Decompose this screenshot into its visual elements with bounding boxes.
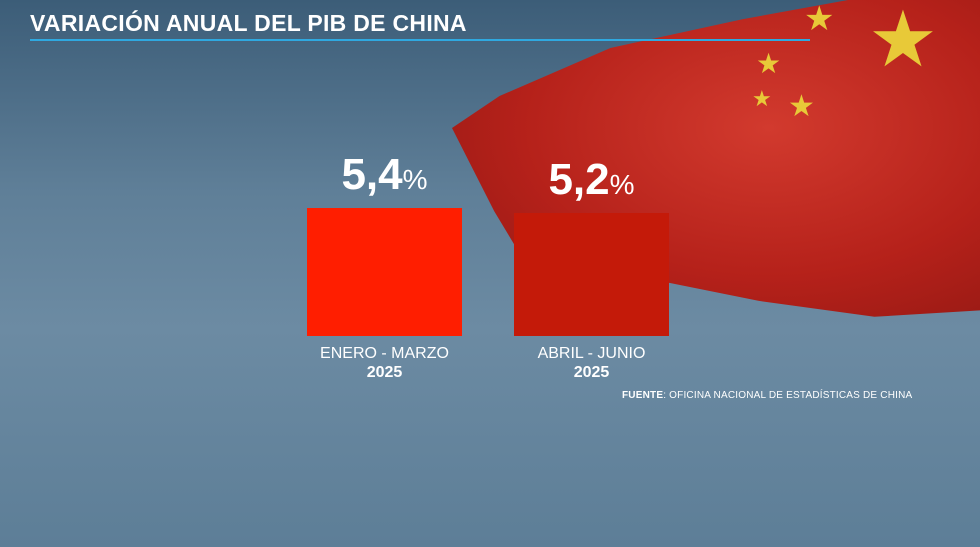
category-year: 2025	[366, 364, 403, 381]
value-number: 5,4	[341, 150, 403, 199]
flag-large-star-icon: ★	[868, 0, 938, 83]
value-unit: %	[609, 168, 635, 200]
bar-q1	[307, 208, 462, 336]
category-label: ENERO - MARZO 2025	[295, 344, 475, 382]
category-name: ABRIL - JUNIO	[537, 345, 646, 362]
bar-value-label: 5,4%	[295, 150, 475, 200]
source-note: FUENTE: OFICINA NACIONAL DE ESTADÍSTICAS…	[622, 390, 912, 401]
bar-value-label: 5,2%	[502, 155, 682, 205]
source-label: FUENTE	[622, 390, 664, 401]
flag-small-star-icon: ★	[752, 86, 772, 111]
category-name: ENERO - MARZO	[320, 345, 449, 362]
flag-small-star-icon: ★	[788, 90, 815, 123]
flag-small-star-icon: ★	[804, 0, 835, 38]
flag-small-star-icon: ★	[756, 48, 782, 79]
chart-title: VARIACIÓN ANUAL DEL PIB DE CHINA	[30, 10, 467, 36]
bar-q2	[514, 212, 669, 336]
value-number: 5,2	[548, 154, 610, 204]
title-underline	[30, 39, 810, 41]
category-year: 2025	[573, 364, 610, 381]
source-text: : OFICINA NACIONAL DE ESTADÍSTICAS DE CH…	[663, 390, 913, 401]
category-label: ABRIL - JUNIO 2025	[502, 344, 682, 382]
value-unit: %	[402, 164, 428, 195]
